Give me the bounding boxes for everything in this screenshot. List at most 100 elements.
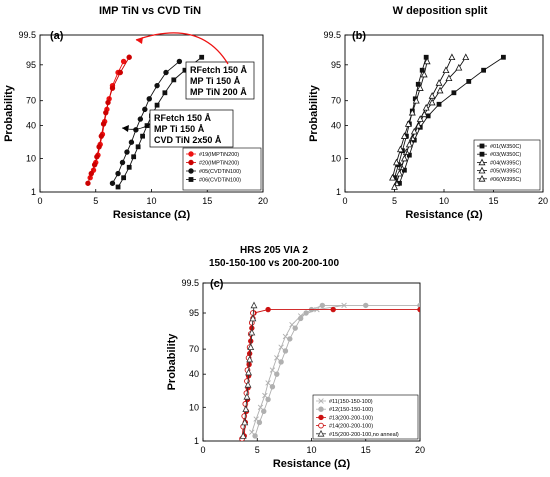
y-tick-label: 99.5 xyxy=(18,30,36,40)
legend-entry-label: #12(150-150-100) xyxy=(329,407,373,413)
data-point xyxy=(428,98,436,106)
data-point xyxy=(239,432,247,439)
data-point xyxy=(133,127,139,133)
data-point xyxy=(435,79,443,86)
legend-entry-label: #01(W350C) xyxy=(490,144,521,150)
data-point-stroke xyxy=(257,404,264,411)
annotation-arrowhead xyxy=(136,37,143,44)
data-point xyxy=(85,180,91,186)
data-point xyxy=(142,106,148,113)
annotation-frame xyxy=(185,61,255,100)
data-point xyxy=(442,66,450,74)
data-point xyxy=(126,164,132,170)
data-point xyxy=(416,115,424,122)
data-point xyxy=(96,144,102,150)
annotation-line: MP Ti 150 Å xyxy=(190,76,241,86)
legend-swatch-marker-stroke xyxy=(318,398,324,404)
y-tick-label: 1 xyxy=(336,187,341,197)
data-point xyxy=(265,396,271,403)
data-point xyxy=(109,180,116,186)
data-point xyxy=(410,127,418,135)
legend-entry-label: #03(W350C) xyxy=(490,152,521,158)
data-point xyxy=(420,70,428,78)
legend: #19(IMPTiN200) #20(IMPTiN200) #05(CVDTiN10… xyxy=(182,147,262,191)
legend-entry-label: #20(IMPTiN200) xyxy=(199,161,239,167)
legend-swatch-marker xyxy=(188,151,194,157)
data-point xyxy=(278,344,284,350)
panel-b-chart: W deposition split (b) 0 5 10 15 20 1 10 40 70 95 99… xyxy=(308,5,548,221)
data-point xyxy=(140,133,145,139)
legend-box xyxy=(312,394,419,440)
data-point-stroke xyxy=(274,355,280,361)
series-2 xyxy=(389,57,431,181)
data-point xyxy=(176,58,183,65)
data-point xyxy=(115,184,121,190)
data-point xyxy=(94,154,100,160)
data-point xyxy=(135,144,141,150)
data-point xyxy=(131,154,137,160)
series-line xyxy=(254,304,420,437)
y-tick-label: 95 xyxy=(26,60,36,70)
data-point xyxy=(423,54,429,60)
annotation-box: RFetch 150 ÅMP Ti 150 ÅMP TiN 200 Å xyxy=(135,32,255,100)
legend-entry-label: #06(CVDTiN100) xyxy=(199,178,241,184)
y-tick-label: 1 xyxy=(31,187,36,197)
data-point xyxy=(242,401,249,407)
x-tick-label: 0 xyxy=(342,196,347,206)
y-tick-label: 99.5 xyxy=(181,278,199,288)
legend-swatch-marker xyxy=(317,429,325,437)
legend-entry-label: #06(W395C) xyxy=(490,177,521,183)
data-point xyxy=(154,82,160,89)
data-point xyxy=(249,429,255,435)
x-tick-label: 10 xyxy=(306,445,316,455)
y-tick-label: 40 xyxy=(331,121,341,131)
y-axis-label: Probability xyxy=(3,84,15,142)
data-point xyxy=(396,145,404,153)
y-axis-label: Probability xyxy=(166,333,178,391)
data-point xyxy=(287,336,293,342)
data-point xyxy=(128,139,135,145)
y-tick-label: 95 xyxy=(189,308,199,318)
data-point xyxy=(154,102,160,108)
series-4 xyxy=(391,53,456,190)
legend-swatch-marker xyxy=(318,406,324,412)
legend: #11(150-150-100) #12(150-150-100) #13(200-… xyxy=(312,394,419,440)
series-2 xyxy=(109,58,183,186)
legend-swatch-marker xyxy=(188,177,194,182)
series-3 xyxy=(393,53,470,187)
y-tick-label: 99.5 xyxy=(323,30,341,40)
data-point-stroke xyxy=(282,333,289,340)
data-point xyxy=(397,180,402,186)
panel-label: (b) xyxy=(352,30,366,42)
data-point xyxy=(88,170,94,177)
chart-title: HRS 205 VIA 2 xyxy=(240,245,308,256)
data-point xyxy=(445,74,453,82)
data-point xyxy=(241,418,249,426)
x-axis-label: Resistance (Ω) xyxy=(405,209,483,221)
x-tick-label: 15 xyxy=(361,445,371,455)
data-point xyxy=(124,149,130,155)
x-tick-label: 10 xyxy=(146,196,156,206)
panel-a-chart: IMP TiN vs CVD TiN (a) 0 5 10 15 20 1 10 40 70 95 99… xyxy=(3,5,268,221)
data-point xyxy=(249,314,257,322)
legend-swatch-marker xyxy=(188,168,194,174)
y-tick-label: 95 xyxy=(331,60,341,70)
data-point xyxy=(330,306,336,313)
annotation-line: MP TiN 200 Å xyxy=(190,87,247,97)
data-point xyxy=(199,54,205,60)
x-tick-label: 5 xyxy=(255,445,260,455)
annotation-line: RFetch 150 Å xyxy=(154,113,212,123)
x-axis-label: Resistance (Ω) xyxy=(273,458,351,470)
data-point xyxy=(481,67,486,73)
legend-swatch-marker xyxy=(478,158,486,166)
series-line xyxy=(396,57,467,184)
data-point xyxy=(400,132,408,139)
data-point xyxy=(126,54,132,60)
data-point xyxy=(182,67,188,73)
data-point xyxy=(416,84,424,91)
series-1 xyxy=(85,54,132,186)
data-point xyxy=(501,54,506,60)
legend-entry-label: #15(200-200-100,no anneal) xyxy=(329,432,399,438)
data-point xyxy=(436,101,442,107)
